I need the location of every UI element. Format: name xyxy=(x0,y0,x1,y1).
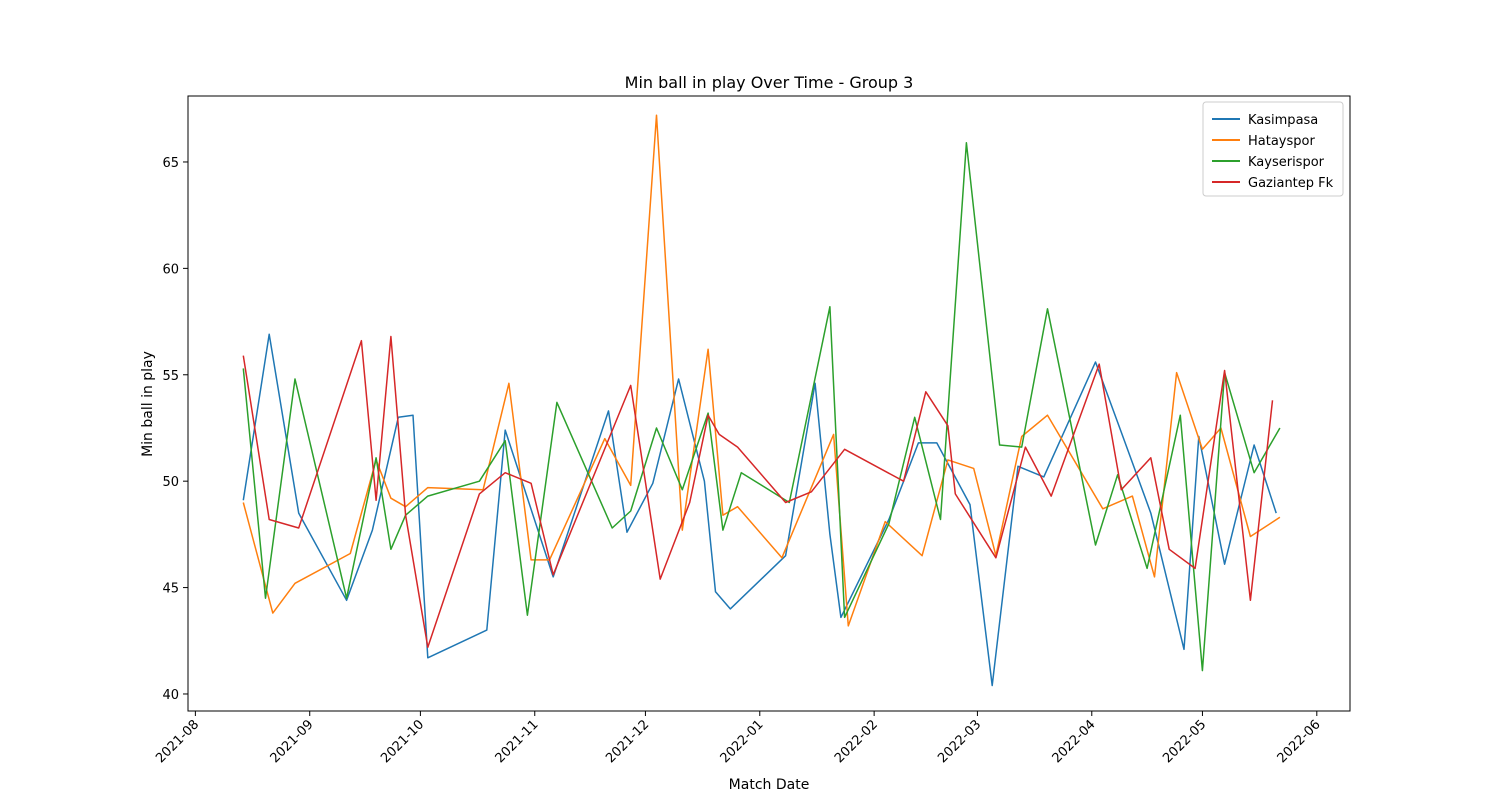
x-tick-label: 2022-04 xyxy=(1050,717,1099,766)
plot-area xyxy=(188,96,1350,711)
x-tick-label: 2021-12 xyxy=(603,717,652,766)
x-tick-label: 2021-11 xyxy=(493,717,542,766)
y-tick-label: 50 xyxy=(162,475,179,490)
x-tick-label: 2021-09 xyxy=(268,717,317,766)
legend-box xyxy=(1202,101,1344,197)
legend: Kasimpasa Hatayspor Kayserispor Gaziantep F… xyxy=(1202,101,1344,197)
y-axis-title: Min ball in play xyxy=(140,351,156,457)
x-tick-label: 2022-05 xyxy=(1160,717,1209,766)
y-tick-label: 40 xyxy=(162,688,179,703)
x-tick-label: 2021-10 xyxy=(378,717,427,766)
x-tick-label: 2022-01 xyxy=(718,717,767,766)
series-line-kasimpasa xyxy=(242,333,1277,687)
x-axis-title: Match Date xyxy=(729,777,810,793)
series-line-gaziantep-fk xyxy=(242,335,1274,648)
chart-title: Min ball in play Over Time - Group 3 xyxy=(625,73,914,92)
y-axis: 40 45 50 55 60 65 xyxy=(162,156,188,703)
x-tick-label: 2021-08 xyxy=(153,717,202,766)
y-tick-label: 65 xyxy=(162,156,179,171)
x-tick-label: 2022-06 xyxy=(1275,717,1324,766)
legend-label: Hatayspor xyxy=(1248,134,1315,149)
plot-frame xyxy=(187,95,1351,712)
legend-label: Kayserispor xyxy=(1248,155,1325,170)
x-tick-label: 2022-02 xyxy=(832,717,881,766)
series-layer xyxy=(242,114,1281,687)
x-axis: 2021-08 2021-09 2021-10 2021-11 2021-12 2022-… xyxy=(153,711,1324,766)
legend-label: Kasimpasa xyxy=(1248,113,1318,128)
y-tick-label: 60 xyxy=(162,262,179,277)
legend-label: Gaziantep Fk xyxy=(1248,176,1334,191)
x-tick-label: 2022-03 xyxy=(935,717,984,766)
y-tick-label: 45 xyxy=(162,582,179,597)
y-tick-label: 55 xyxy=(162,369,179,384)
